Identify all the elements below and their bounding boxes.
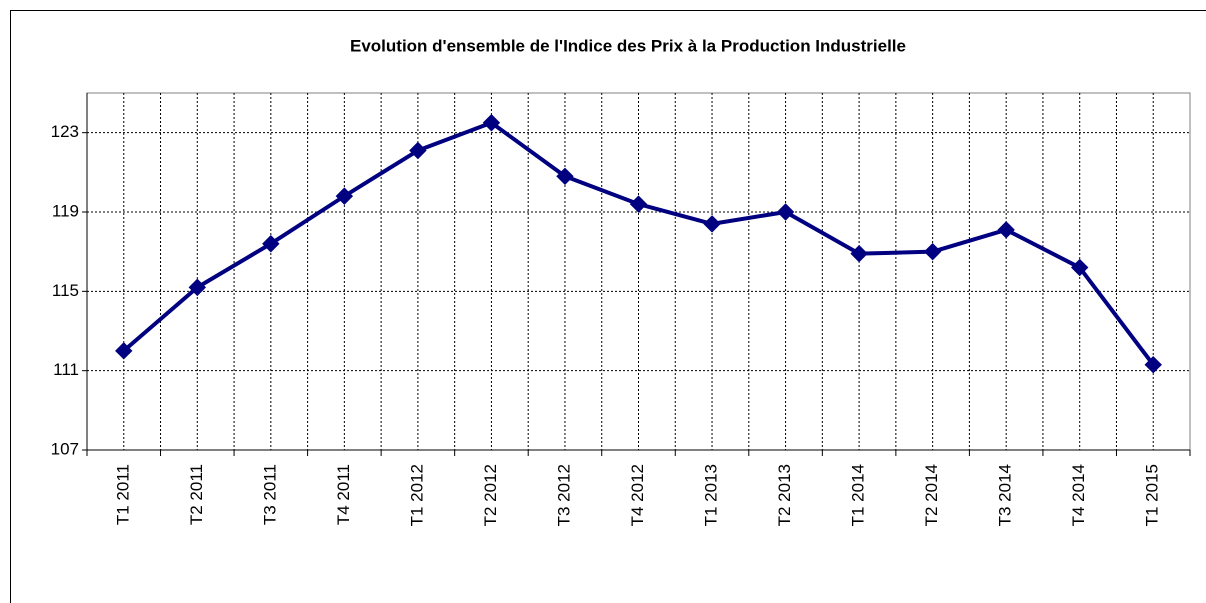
x-tick-label: T2 2014	[922, 464, 941, 526]
marker	[1070, 258, 1089, 277]
y-tick-label: 107	[51, 439, 79, 458]
x-tick-label: T3 2011	[260, 464, 279, 525]
y-tick-label: 115	[52, 281, 79, 300]
x-tick-label: T1 2014	[849, 464, 868, 526]
x-tick-label: T4 2012	[628, 464, 647, 526]
y-tick-label: 119	[52, 201, 79, 220]
x-tick-label: T4 2014	[1069, 464, 1088, 526]
marker	[188, 278, 207, 297]
marker	[997, 221, 1015, 239]
x-tick-label: T2 2011	[187, 464, 206, 525]
marker	[923, 242, 942, 261]
marker	[409, 141, 427, 160]
marker	[850, 244, 868, 263]
x-tick-label: T3 2014	[996, 464, 1015, 526]
marker	[629, 195, 648, 213]
y-tick-label: 111	[53, 360, 79, 379]
marker	[1144, 356, 1162, 374]
marker	[556, 167, 574, 186]
marker	[262, 235, 280, 253]
x-tick-label: T4 2011	[334, 464, 353, 525]
marker	[115, 342, 133, 360]
x-tick-label: T2 2013	[775, 464, 794, 526]
marker	[335, 187, 354, 205]
marker	[776, 203, 795, 221]
x-tick-label: T1 2013	[702, 464, 721, 526]
x-tick-label: T2 2012	[481, 464, 500, 526]
x-tick-label: T1 2011	[113, 464, 132, 525]
marker	[703, 215, 721, 233]
chart-title: Evolution d'ensemble de l'Indice des Pri…	[350, 36, 906, 55]
x-tick-label: T3 2012	[554, 464, 573, 526]
x-tick-label: T1 2012	[407, 464, 426, 526]
y-tick-label: 123	[51, 122, 79, 141]
x-tick-label: T1 2015	[1143, 464, 1162, 526]
marker	[482, 114, 501, 132]
